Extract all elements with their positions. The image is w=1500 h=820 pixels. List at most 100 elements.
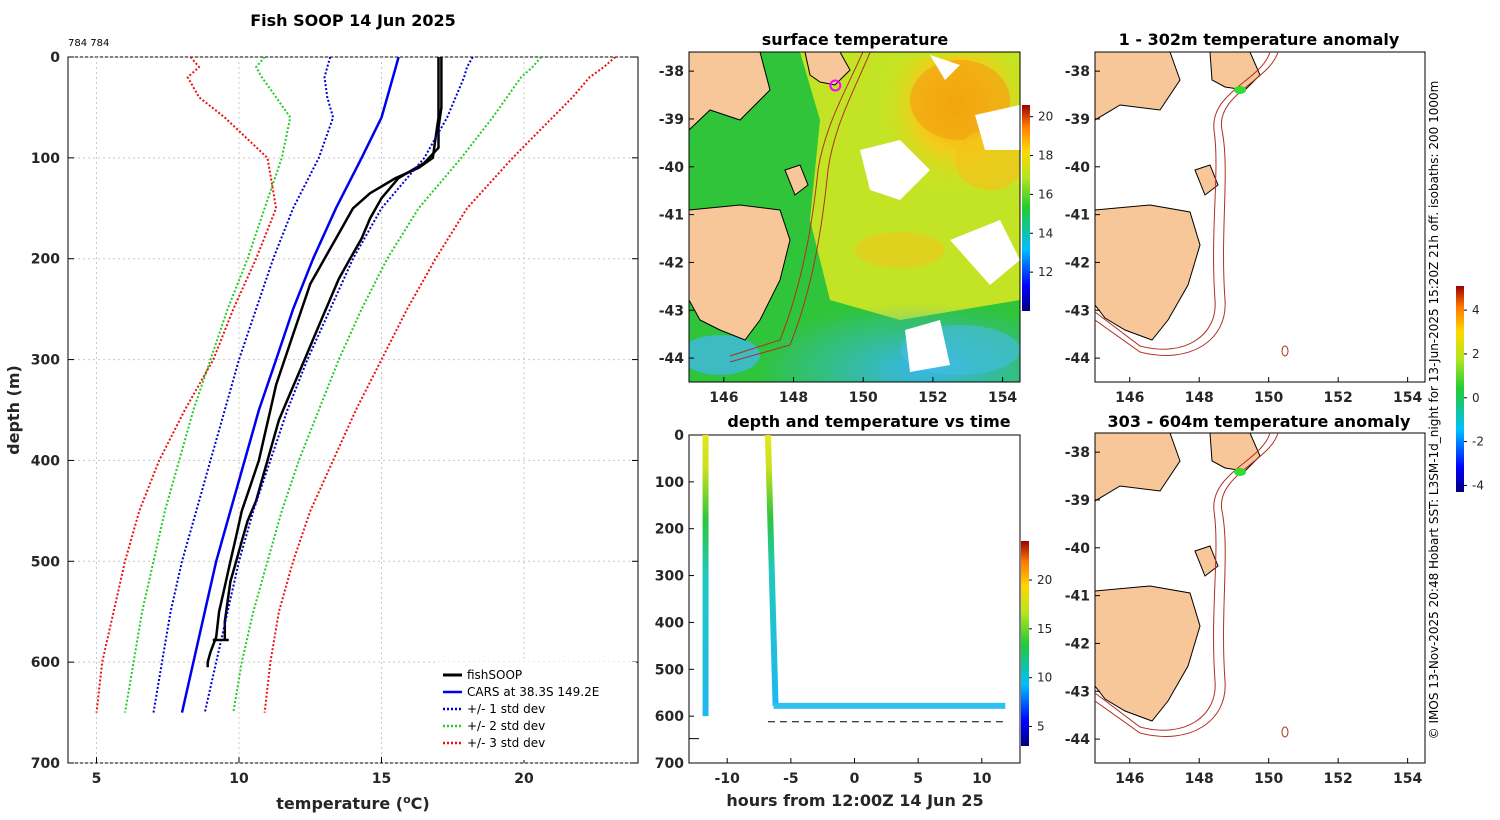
y-tick-label: 100	[655, 475, 684, 491]
std2-lower-line	[124, 57, 292, 713]
y-tick-label: -38	[1065, 445, 1090, 461]
profile-legend: fishSOOP CARS at 38.3S 149.2E +/- 1 std …	[437, 662, 636, 760]
profile-title: Fish SOOP 14 Jun 2025	[250, 11, 456, 30]
profile-y-ticks: 0 100 200 300 400 500 600 700	[31, 50, 638, 772]
anomaly-upper-map	[1095, 52, 1289, 357]
x-tick-label: 0	[850, 771, 860, 787]
anomaly-colorbar-tick-label: 4	[1472, 303, 1480, 317]
depth-time-colorbar-tick-label: 10	[1037, 671, 1052, 685]
y-tick-label: -42	[1065, 255, 1090, 271]
anomaly-colorbar-tick-label: -2	[1472, 435, 1484, 449]
cast-2-bottom-segment	[773, 702, 1006, 709]
y-tick-label: 0	[674, 428, 684, 444]
anomaly-lower-track	[1234, 468, 1246, 476]
x-tick-label: 154	[1393, 390, 1422, 406]
y-tick-label: -43	[1065, 303, 1090, 319]
sst-colorbar-tick-label: 12	[1038, 265, 1053, 279]
anomaly-colorbar	[1456, 286, 1464, 492]
sst-colorbar-ticks: 12 14 16 18 20	[1030, 110, 1053, 279]
sst-colorbar-tick-label: 14	[1038, 226, 1053, 240]
sst-map-axes	[688, 51, 1021, 383]
anomaly-upper-track	[1234, 86, 1246, 94]
anomaly-lower-ticks: 146 148 150 152 154 -38 -39 -40 -41 -42 -43 -44	[1065, 445, 1423, 787]
y-tick-label: -38	[659, 64, 684, 80]
x-tick-label: 148	[1185, 771, 1214, 787]
y-tick-label: 100	[31, 151, 60, 167]
anomaly-lower-title: 303 - 604m temperature anomaly	[1108, 412, 1411, 431]
y-tick-label: -44	[1065, 351, 1091, 367]
y-tick-label: -40	[1065, 541, 1091, 557]
x-tick-label: 10	[229, 771, 249, 787]
y-tick-label: 400	[655, 615, 684, 631]
y-tick-label: -41	[659, 208, 684, 224]
depth-time-colorbar	[1021, 541, 1029, 746]
x-tick-label: 148	[779, 390, 808, 406]
legend-cars: CARS at 38.3S 149.2E	[467, 685, 599, 699]
profile-panel: Fish SOOP 14 Jun 2025 784 784 0 100 200 300…	[4, 11, 639, 814]
depth-time-colorbar-ticks: 5 10 15 20	[1029, 573, 1052, 733]
y-tick-label: 200	[31, 252, 60, 268]
x-tick-label: 148	[1185, 390, 1214, 406]
y-tick-label: -40	[659, 160, 685, 176]
y-tick-label: -43	[659, 303, 684, 319]
depth-time-panel: depth and temperature vs time -10 -5 0 5 100…	[655, 412, 1053, 810]
x-tick-label: 150	[1254, 771, 1283, 787]
corner-note: 784 784	[68, 38, 109, 49]
std1-upper-line	[203, 57, 474, 713]
legend-std2: +/- 2 std dev	[467, 719, 545, 733]
anomaly-colorbar-tick-label: 2	[1472, 347, 1480, 361]
depth-time-series	[689, 435, 1008, 740]
anomaly-lower-panel: 303 - 604m temperature anomaly 146 148 150…	[1065, 412, 1426, 787]
x-tick-label: -10	[715, 771, 741, 787]
sst-colorbar-tick-label: 20	[1038, 110, 1053, 124]
y-tick-label: -39	[1065, 112, 1090, 128]
x-tick-label: 152	[1324, 390, 1353, 406]
cast-1-profile	[702, 435, 709, 717]
y-tick-label: 0	[50, 50, 60, 66]
x-tick-label: 146	[709, 390, 738, 406]
y-tick-label: 300	[655, 569, 684, 585]
legend-std3: +/- 3 std dev	[467, 736, 545, 750]
x-tick-label: 150	[1254, 390, 1283, 406]
depth-time-axes	[688, 434, 1021, 764]
anomaly-lower-map	[1095, 433, 1289, 738]
anomaly-colorbar-ticks: 4 2 0 -2 -4	[1464, 303, 1484, 492]
profile-x-ticks: 5 10 15 20	[92, 757, 534, 787]
anomaly-upper-title: 1 - 302m temperature anomaly	[1119, 30, 1400, 49]
x-tick-label: 5	[92, 771, 102, 787]
profile-series	[95, 57, 616, 713]
legend-fish: fishSOOP	[467, 668, 522, 682]
std3-lower-line	[95, 57, 278, 713]
y-tick-label: -38	[1065, 64, 1090, 80]
y-tick-label: -42	[659, 255, 684, 271]
sst-map-field	[689, 52, 1020, 382]
y-tick-label: -39	[1065, 493, 1090, 509]
legend-std1: +/- 1 std dev	[467, 702, 545, 716]
depth-time-colorbar-tick-label: 5	[1037, 719, 1045, 733]
fishsoop-ascent-line	[223, 57, 443, 640]
sst-map-ticks: 146 148 150 152 154 -38 -39 -40 -41 -42 -43 -44	[659, 64, 1018, 406]
sst-colorbar	[1022, 105, 1030, 311]
std1-lower-line	[152, 57, 335, 713]
y-tick-label: -42	[1065, 636, 1090, 652]
x-tick-label: 152	[1324, 771, 1353, 787]
y-tick-label: -41	[1065, 208, 1090, 224]
y-tick-label: -44	[659, 351, 685, 367]
y-tick-label: 200	[655, 522, 684, 538]
depth-time-colorbar-tick-label: 15	[1037, 622, 1052, 636]
profile-xlabel: temperature (oC)	[276, 793, 429, 814]
anomaly-upper-ticks: 146 148 150 152 154 -38 -39 -40 -41 -42 -43 -44	[1065, 64, 1423, 406]
y-tick-label: 500	[655, 662, 684, 678]
sst-colorbar-tick-label: 16	[1038, 187, 1053, 201]
x-tick-label: 152	[918, 390, 947, 406]
x-tick-label: 154	[988, 390, 1017, 406]
x-tick-label: 20	[514, 771, 534, 787]
anomaly-upper-panel: 1 - 302m temperature anomaly 146 148 150 15…	[1065, 30, 1426, 406]
y-tick-label: -40	[1065, 160, 1091, 176]
cast-2-profile	[764, 435, 779, 706]
y-tick-label: 600	[655, 709, 684, 725]
y-tick-label: 300	[31, 353, 60, 369]
profile-ylabel: depth (m)	[4, 365, 23, 455]
